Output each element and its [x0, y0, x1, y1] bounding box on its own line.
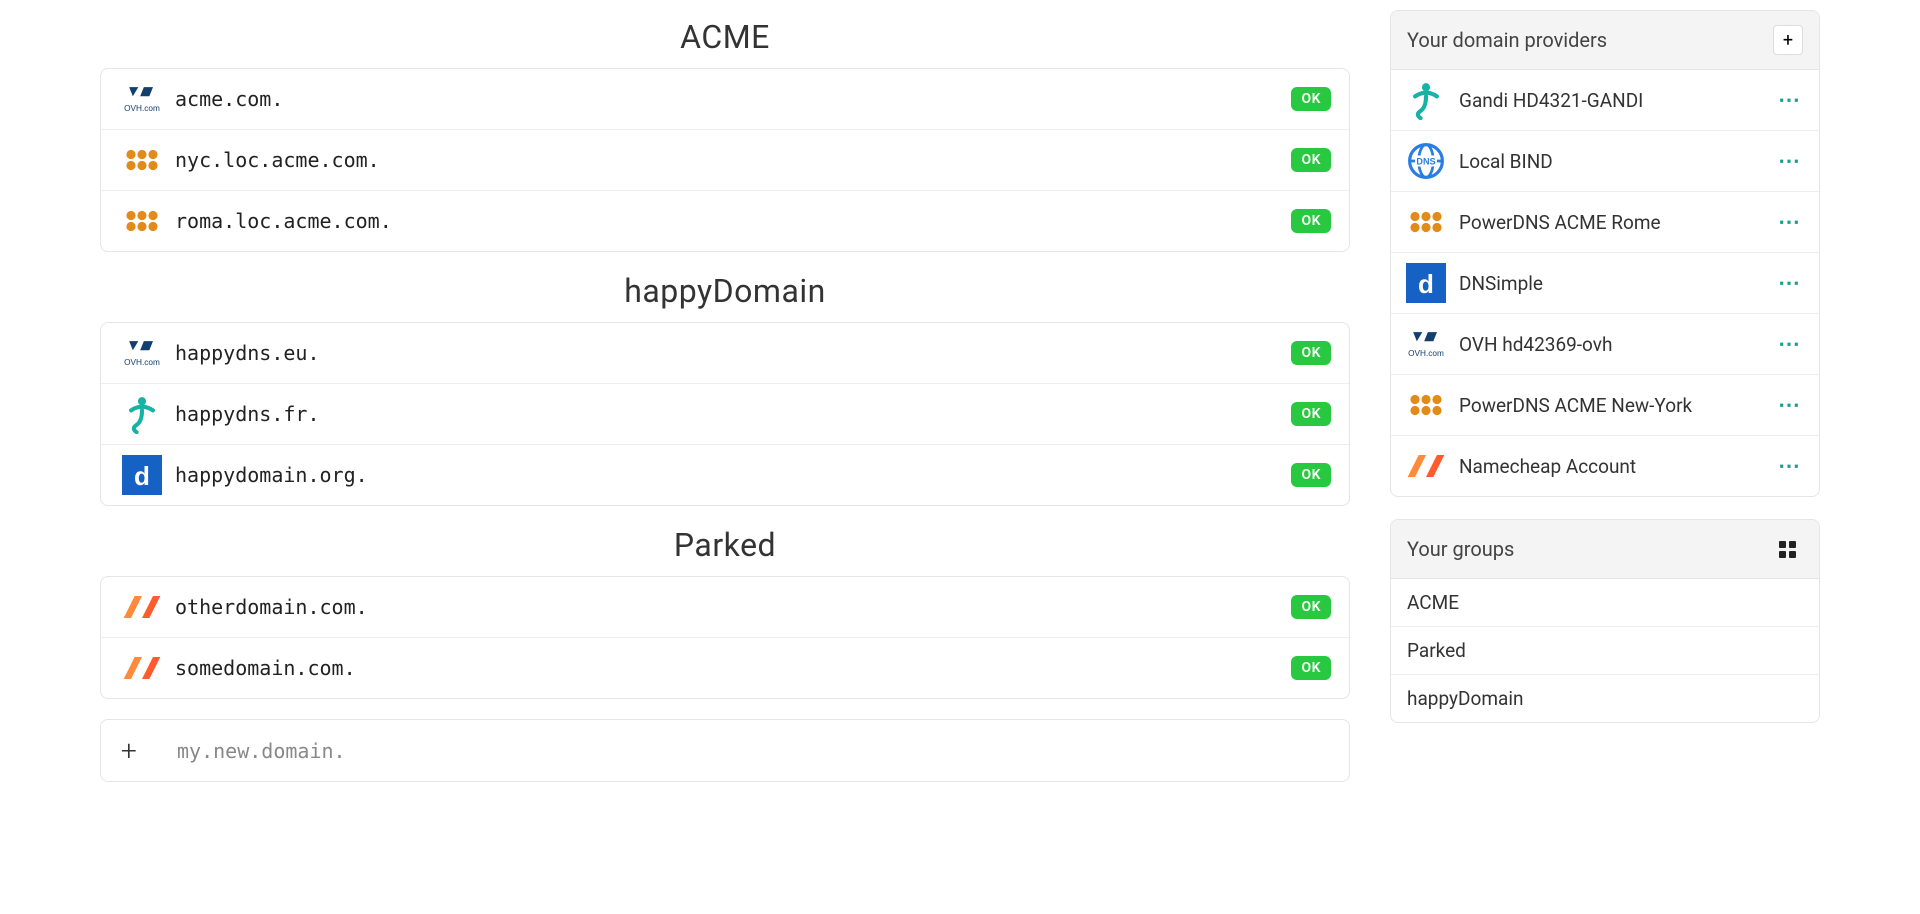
status-badge: OK: [1291, 656, 1331, 680]
domain-name: happydns.fr.: [175, 402, 1291, 426]
more-icon[interactable]: ⋯: [1772, 88, 1807, 113]
group-row[interactable]: happyDomain: [1391, 675, 1819, 722]
domain-name: happydomain.org.: [175, 463, 1291, 487]
domain-group-card: otherdomain.com.OK somedomain.com.OK: [100, 576, 1350, 699]
svg-text:d: d: [1418, 269, 1434, 299]
powerdns-icon: [119, 201, 175, 241]
domain-row[interactable]: roma.loc.acme.com.OK: [101, 191, 1349, 251]
domains-column: ACME OVH.com acme.com.OKnyc.loc.acme.com…: [100, 10, 1350, 782]
provider-name: Namecheap Account: [1459, 455, 1772, 478]
domain-name: roma.loc.acme.com.: [175, 209, 1291, 233]
status-badge: OK: [1291, 148, 1331, 172]
plus-icon: +: [121, 734, 177, 767]
domain-name: happydns.eu.: [175, 341, 1291, 365]
group-row[interactable]: ACME: [1391, 579, 1819, 627]
groups-panel: Your groups ACMEParkedhappyDomain: [1390, 519, 1820, 723]
status-badge: OK: [1291, 595, 1331, 619]
more-icon[interactable]: ⋯: [1772, 332, 1807, 357]
more-icon[interactable]: ⋯: [1772, 149, 1807, 174]
domain-row[interactable]: happydns.fr.OK: [101, 384, 1349, 445]
domain-row[interactable]: OVH.com acme.com.OK: [101, 69, 1349, 130]
domain-row[interactable]: d happydomain.org.OK: [101, 445, 1349, 505]
ovh-icon: OVH.com: [1403, 324, 1459, 364]
provider-row[interactable]: Namecheap Account⋯: [1391, 436, 1819, 496]
add-domain-row[interactable]: + my.new.domain.: [100, 719, 1350, 782]
more-icon[interactable]: ⋯: [1772, 393, 1807, 418]
add-provider-button[interactable]: +: [1773, 25, 1803, 55]
svg-text:OVH.com: OVH.com: [1408, 349, 1444, 358]
svg-text:DNS: DNS: [1416, 157, 1435, 167]
providers-list: Gandi HD4321-GANDI⋯ DNS Local BIND⋯Power…: [1391, 70, 1819, 496]
bind-icon: DNS: [1403, 141, 1459, 181]
svg-text:d: d: [134, 461, 150, 491]
svg-text:OVH.com: OVH.com: [124, 104, 160, 113]
groups-panel-title: Your groups: [1407, 537, 1514, 561]
group-title: happyDomain: [100, 272, 1350, 310]
provider-name: PowerDNS ACME Rome: [1459, 211, 1772, 234]
provider-row[interactable]: d DNSimple⋯: [1391, 253, 1819, 314]
powerdns-icon: [119, 140, 175, 180]
grid-icon: [1779, 541, 1797, 558]
domain-name: nyc.loc.acme.com.: [175, 148, 1291, 172]
providers-panel-header: Your domain providers +: [1391, 11, 1819, 70]
powerdns-icon: [1403, 202, 1459, 242]
namecheap-icon: [119, 587, 175, 627]
provider-row[interactable]: Gandi HD4321-GANDI⋯: [1391, 70, 1819, 131]
provider-name: DNSimple: [1459, 272, 1772, 295]
domain-row[interactable]: somedomain.com.OK: [101, 638, 1349, 698]
gandi-icon: [119, 394, 175, 434]
provider-row[interactable]: DNS Local BIND⋯: [1391, 131, 1819, 192]
groups-panel-header: Your groups: [1391, 520, 1819, 579]
domain-group-card: OVH.com happydns.eu.OK happydns.fr.OK d …: [100, 322, 1350, 506]
add-domain-placeholder: my.new.domain.: [177, 739, 346, 763]
status-badge: OK: [1291, 463, 1331, 487]
powerdns-icon: [1403, 385, 1459, 425]
dnsimple-icon: d: [119, 455, 175, 495]
gandi-icon: [1403, 80, 1459, 120]
namecheap-icon: [119, 648, 175, 688]
providers-panel: Your domain providers + Gandi HD4321-GAN…: [1390, 10, 1820, 497]
group-title: ACME: [100, 18, 1350, 56]
more-icon[interactable]: ⋯: [1772, 271, 1807, 296]
provider-row[interactable]: OVH.com OVH hd42369-ovh⋯: [1391, 314, 1819, 375]
svg-text:OVH.com: OVH.com: [124, 358, 160, 367]
dnsimple-icon: d: [1403, 263, 1459, 303]
domain-group-card: OVH.com acme.com.OKnyc.loc.acme.com.OKro…: [100, 68, 1350, 252]
ovh-icon: OVH.com: [119, 333, 175, 373]
group-title: Parked: [100, 526, 1350, 564]
provider-name: Local BIND: [1459, 150, 1772, 173]
provider-name: OVH hd42369-ovh: [1459, 333, 1772, 356]
status-badge: OK: [1291, 402, 1331, 426]
status-badge: OK: [1291, 209, 1331, 233]
group-row[interactable]: Parked: [1391, 627, 1819, 675]
ovh-icon: OVH.com: [119, 79, 175, 119]
provider-row[interactable]: PowerDNS ACME New-York⋯: [1391, 375, 1819, 436]
domain-row[interactable]: nyc.loc.acme.com.OK: [101, 130, 1349, 191]
provider-row[interactable]: PowerDNS ACME Rome⋯: [1391, 192, 1819, 253]
sidebar: Your domain providers + Gandi HD4321-GAN…: [1390, 10, 1820, 782]
more-icon[interactable]: ⋯: [1772, 454, 1807, 479]
groups-grid-button[interactable]: [1773, 534, 1803, 564]
providers-panel-title: Your domain providers: [1407, 28, 1607, 52]
provider-name: PowerDNS ACME New-York: [1459, 394, 1772, 417]
domain-name: otherdomain.com.: [175, 595, 1291, 619]
status-badge: OK: [1291, 87, 1331, 111]
domain-row[interactable]: OVH.com happydns.eu.OK: [101, 323, 1349, 384]
domain-name: acme.com.: [175, 87, 1291, 111]
status-badge: OK: [1291, 341, 1331, 365]
groups-list: ACMEParkedhappyDomain: [1391, 579, 1819, 722]
more-icon[interactable]: ⋯: [1772, 210, 1807, 235]
provider-name: Gandi HD4321-GANDI: [1459, 89, 1772, 112]
domain-row[interactable]: otherdomain.com.OK: [101, 577, 1349, 638]
domain-name: somedomain.com.: [175, 656, 1291, 680]
namecheap-icon: [1403, 446, 1459, 486]
